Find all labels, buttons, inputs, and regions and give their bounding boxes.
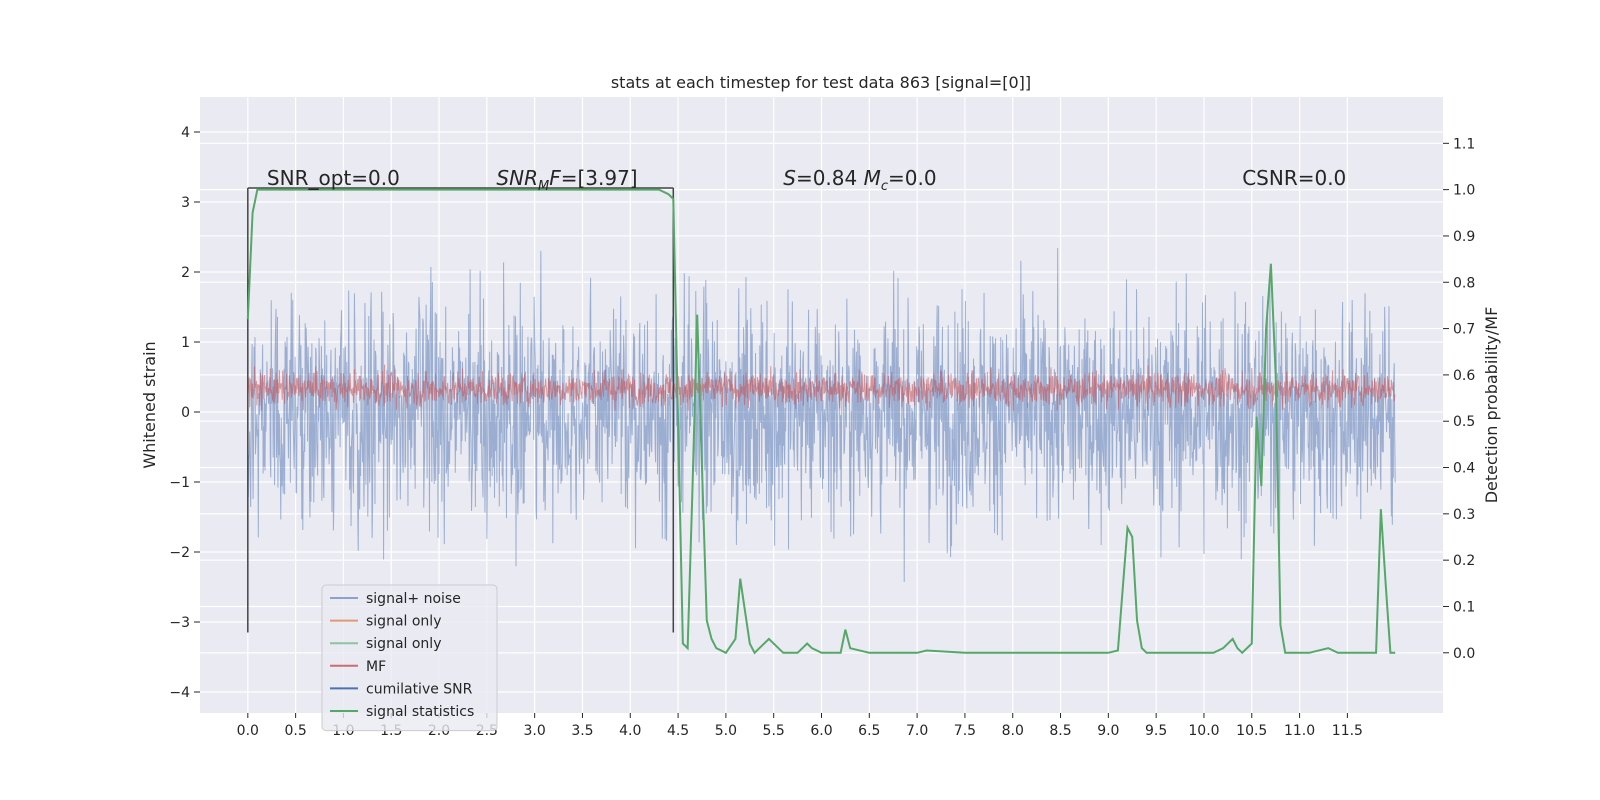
x-axis-ticks: 0.00.51.01.52.02.53.03.54.04.55.05.56.06… [237, 713, 1363, 739]
annotation-3: CSNR=0.0 [1242, 166, 1346, 190]
left-tick-label-6: 2 [181, 265, 190, 281]
left-tick-label-5: 1 [181, 335, 190, 351]
right-tick-label-8: 0.8 [1453, 275, 1475, 291]
right-axis-label: Detection probability/MF [1482, 307, 1501, 504]
x-tick-label-19: 9.5 [1145, 723, 1167, 739]
x-tick-label-13: 6.5 [858, 723, 880, 739]
x-tick-label-20: 10.0 [1188, 723, 1219, 739]
x-tick-label-18: 9.0 [1097, 723, 1119, 739]
right-tick-label-10: 1.0 [1453, 183, 1475, 199]
left-tick-label-7: 3 [181, 195, 190, 211]
x-tick-label-7: 3.5 [571, 723, 593, 739]
x-tick-label-9: 4.5 [667, 723, 689, 739]
left-tick-label-3: −1 [169, 475, 190, 491]
right-axis-ticks: 0.0 0.1 0.2 0.3 0.4 0.5 0.6 0.7 0.8 0.9 1.0 1.1 [1443, 136, 1475, 662]
x-tick-label-23: 11.5 [1332, 723, 1363, 739]
signal-series [247, 364, 1396, 411]
annotation-2: S=0.84 Mc=0.0 [783, 166, 936, 194]
x-tick-label-15: 7.5 [954, 723, 976, 739]
legend-label-2: signal only [366, 636, 441, 652]
right-tick-label-0: 0.0 [1453, 646, 1475, 662]
x-tick-label-12: 6.0 [810, 723, 832, 739]
legend-box [321, 584, 498, 732]
right-tick-label-2: 0.2 [1453, 553, 1475, 569]
legend-label-0: signal+ noise [366, 591, 461, 607]
left-tick-label-2: −2 [169, 545, 190, 561]
left-tick-label-1: −3 [169, 615, 190, 631]
right-tick-label-6: 0.6 [1453, 368, 1475, 384]
legend-label-1: signal only [366, 614, 441, 630]
x-tick-label-14: 7.0 [906, 723, 928, 739]
x-tick-label-22: 11.0 [1284, 723, 1315, 739]
annotations: SNR_opt=0.0 SNRMF=[3.97] S=0.84 Mc=0.0 CSNR… [267, 166, 1346, 194]
series-signal-only [247, 364, 1396, 411]
right-tick-label-5: 0.5 [1453, 414, 1475, 430]
right-tick-label-11: 1.1 [1453, 136, 1475, 152]
right-tick-label-4: 0.4 [1453, 461, 1475, 477]
right-tick-label-3: 0.3 [1453, 507, 1475, 523]
x-tick-label-1: 0.5 [284, 723, 306, 739]
legend-label-4: cumilative SNR [366, 681, 473, 697]
annotation-1: SNRMF=[3.97] [496, 166, 637, 194]
right-tick-label-1: 0.1 [1453, 599, 1475, 615]
chart-title: stats at each timestep for test data 863… [611, 73, 1031, 92]
annotation-0: SNR_opt=0.0 [267, 166, 400, 190]
x-tick-label-17: 8.5 [1049, 723, 1071, 739]
left-tick-label-8: 4 [181, 125, 190, 141]
left-tick-label-0: −4 [169, 685, 190, 701]
vertical-markers [247, 187, 675, 633]
x-tick-label-8: 4.0 [619, 723, 641, 739]
left-tick-label-4: 0 [181, 405, 190, 421]
left-axis-label: Whitened strain [140, 341, 159, 468]
x-tick-label-6: 3.0 [524, 723, 546, 739]
x-tick-label-0: 0.0 [237, 723, 259, 739]
x-tick-label-11: 5.5 [763, 723, 785, 739]
legend-label-3: MF [366, 659, 386, 675]
legend-label-5: signal statistics [366, 704, 474, 720]
x-tick-label-16: 8.0 [1002, 723, 1024, 739]
noise-series [247, 248, 1396, 582]
x-tick-label-21: 10.5 [1236, 723, 1267, 739]
right-tick-label-9: 0.9 [1453, 229, 1475, 245]
legend: signal+ noise signal only signal only MF cum… [321, 584, 498, 732]
stats-series [246, 188, 1396, 655]
left-axis-ticks: −4 −3 −2 −1 0 1 2 3 4 [169, 125, 200, 701]
series-signal-noise [247, 248, 1396, 582]
series-signal-statistics [246, 188, 1396, 655]
right-tick-label-7: 0.7 [1453, 322, 1475, 338]
x-tick-label-10: 5.0 [715, 723, 737, 739]
